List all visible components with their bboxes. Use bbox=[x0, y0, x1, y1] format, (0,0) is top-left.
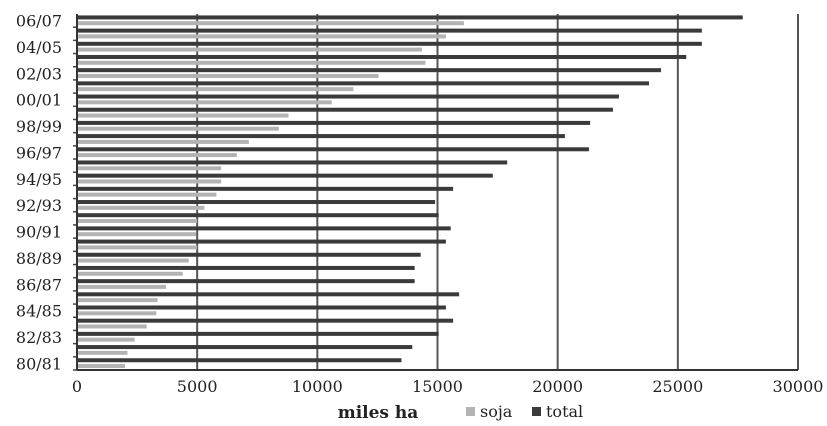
bar-total-06/07 bbox=[77, 15, 743, 20]
bar-total-95/96 bbox=[77, 160, 508, 165]
bar-total-00/01 bbox=[77, 94, 619, 99]
bar-total-93/94 bbox=[77, 186, 454, 191]
y-tick-label: 06/07 bbox=[16, 12, 62, 31]
bar-total-86/87 bbox=[77, 279, 415, 284]
legend: soja total bbox=[466, 402, 583, 421]
y-tick-label: 00/01 bbox=[16, 91, 62, 110]
x-tick-label: 0 bbox=[72, 377, 82, 396]
bar-soja-03/04 bbox=[77, 60, 426, 65]
y-tick-label: 90/91 bbox=[16, 223, 62, 242]
bar-soja-94/95 bbox=[77, 179, 222, 184]
bar-soja-90/91 bbox=[77, 232, 196, 237]
bar-total-94/95 bbox=[77, 173, 493, 178]
x-tick-label: 10000 bbox=[292, 377, 343, 396]
bar-soja-88/89 bbox=[77, 258, 189, 263]
bars bbox=[77, 15, 743, 369]
bar-total-98/99 bbox=[77, 120, 591, 125]
bar-soja-92/93 bbox=[77, 205, 205, 210]
bar-soja-83/84 bbox=[77, 324, 147, 329]
y-tick-label: 88/89 bbox=[16, 249, 62, 268]
bar-soja-02/03 bbox=[77, 73, 379, 78]
legend-total-swatch bbox=[532, 407, 541, 416]
bar-total-80/81 bbox=[77, 358, 402, 363]
y-tick-label: 94/95 bbox=[16, 170, 62, 189]
bar-soja-82/83 bbox=[77, 337, 135, 342]
bar-soja-87/88 bbox=[77, 271, 183, 276]
bar-total-85/86 bbox=[77, 292, 460, 297]
bar-total-03/04 bbox=[77, 54, 687, 59]
bar-soja-84/85 bbox=[77, 311, 157, 316]
x-tick-label: 5000 bbox=[177, 377, 218, 396]
y-tick-label: 80/81 bbox=[16, 354, 62, 373]
legend-soja-label: soja bbox=[480, 402, 513, 421]
bar-soja-06/07 bbox=[77, 21, 464, 26]
x-tick-label: 15000 bbox=[412, 377, 463, 396]
bar-soja-85/86 bbox=[77, 298, 158, 303]
bar-soja-81/82 bbox=[77, 350, 128, 355]
bar-soja-05/06 bbox=[77, 34, 446, 39]
bar-total-83/84 bbox=[77, 318, 454, 323]
bar-total-90/91 bbox=[77, 226, 451, 231]
y-tick-label: 98/99 bbox=[16, 117, 62, 136]
bar-total-81/82 bbox=[77, 345, 413, 350]
bar-total-88/89 bbox=[77, 252, 421, 257]
bar-total-02/03 bbox=[77, 68, 662, 73]
legend-total-label: total bbox=[546, 402, 583, 421]
y-tick-label: 92/93 bbox=[16, 196, 62, 215]
bar-total-99/00 bbox=[77, 107, 613, 112]
y-tick-label: 02/03 bbox=[16, 64, 62, 83]
bar-total-05/06 bbox=[77, 28, 702, 33]
bar-total-96/97 bbox=[77, 147, 589, 152]
bar-total-97/98 bbox=[77, 134, 565, 139]
bar-total-82/83 bbox=[77, 331, 439, 336]
bar-total-87/88 bbox=[77, 265, 415, 270]
bar-total-92/93 bbox=[77, 200, 436, 205]
bar-total-01/02 bbox=[77, 81, 649, 86]
y-tick-label: 82/83 bbox=[16, 328, 62, 347]
legend-soja-swatch bbox=[466, 407, 475, 416]
bar-soja-91/92 bbox=[77, 219, 198, 224]
bar-soja-80/81 bbox=[77, 364, 126, 369]
bar-soja-98/99 bbox=[77, 126, 279, 131]
bar-soja-95/96 bbox=[77, 166, 222, 171]
bar-soja-89/90 bbox=[77, 245, 198, 250]
x-tick-label: 25000 bbox=[652, 377, 703, 396]
x-axis-title: miles ha bbox=[338, 403, 419, 423]
bar-total-91/92 bbox=[77, 213, 439, 218]
bar-soja-93/94 bbox=[77, 192, 217, 197]
bar-soja-86/87 bbox=[77, 284, 166, 289]
x-tick-label: 20000 bbox=[532, 377, 583, 396]
bar-total-84/85 bbox=[77, 305, 446, 310]
x-tick-label: 30000 bbox=[773, 377, 824, 396]
bar-soja-01/02 bbox=[77, 87, 354, 92]
y-tick-label: 86/87 bbox=[16, 275, 62, 294]
bar-soja-99/00 bbox=[77, 113, 289, 118]
x-tick-labels: 0 5000 10000 15000 20000 25000 30000 bbox=[72, 377, 824, 396]
y-tick-label: 84/85 bbox=[16, 302, 62, 321]
bar-total-89/90 bbox=[77, 239, 446, 244]
y-tick-label: 04/05 bbox=[16, 38, 62, 57]
y-tick-label: 96/97 bbox=[16, 143, 62, 162]
bar-soja-04/05 bbox=[77, 47, 422, 52]
bar-soja-96/97 bbox=[77, 153, 237, 158]
gridlines bbox=[196, 14, 799, 370]
bar-soja-97/98 bbox=[77, 139, 249, 144]
axes bbox=[73, 14, 798, 371]
bar-soja-00/01 bbox=[77, 100, 332, 105]
y-tick-labels: 80/81 82/83 84/85 86/87 88/89 90/91 92/93 94/95… bbox=[16, 12, 62, 374]
bar-total-04/05 bbox=[77, 41, 702, 46]
